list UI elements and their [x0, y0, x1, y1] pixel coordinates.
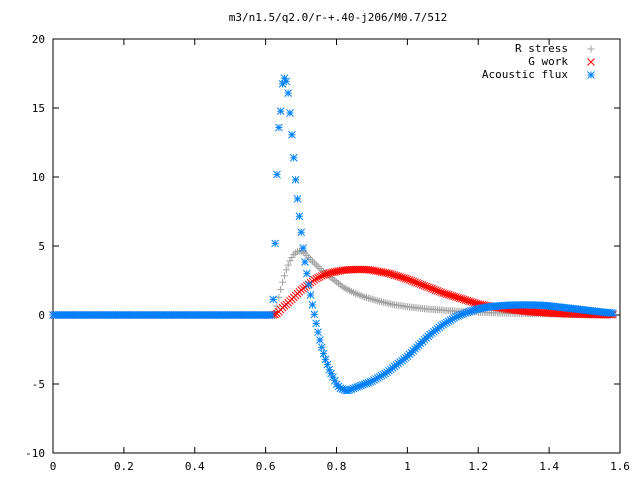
y-tick-label: 20 [32, 33, 45, 46]
data-point-acoustic-flux [314, 328, 322, 337]
data-point-g-work [351, 265, 360, 274]
legend-label-g-work: G work [528, 55, 568, 68]
x-tick-label: 0.6 [256, 460, 276, 473]
series-acoustic-flux [49, 74, 617, 395]
data-point-acoustic-flux [301, 258, 309, 266]
data-point-acoustic-flux [288, 130, 296, 139]
data-point-acoustic-flux [308, 301, 317, 309]
data-point-acoustic-flux [299, 244, 307, 252]
data-point-acoustic-flux [609, 309, 617, 317]
legend-marker-r-stress [587, 45, 595, 53]
data-point-r-stress [286, 257, 294, 265]
data-point-acoustic-flux [302, 269, 311, 278]
x-axis: 0 0.2 0.4 0.6 0.8 1 1.2 1.4 1.6 [50, 39, 630, 473]
data-point-r-stress [310, 259, 318, 267]
legend-marker-g-work [587, 58, 595, 66]
data-point-acoustic-flux [295, 212, 304, 221]
legend-glyph-acoustic-flux [587, 71, 595, 79]
data-point-g-work [347, 265, 356, 274]
data-point-g-work [355, 265, 363, 274]
data-point-acoustic-flux [289, 153, 298, 162]
data-point-r-stress [372, 296, 380, 304]
data-point-g-work [353, 265, 362, 274]
data-point-g-work [312, 274, 321, 283]
data-point-acoustic-flux [319, 349, 328, 358]
x-tick-label: 0.8 [327, 460, 347, 473]
data-point-g-work [316, 273, 324, 281]
x-tick-label: 0.2 [114, 460, 134, 473]
data-point-r-stress [312, 261, 320, 269]
legend-glyph-g-work [587, 58, 595, 66]
legend-glyph-r-stress [587, 45, 595, 53]
data-point-acoustic-flux [276, 107, 285, 116]
legend-item-g-work: G work [528, 55, 595, 68]
plot-frame [52, 38, 621, 454]
legend-item-acoustic-flux: Acoustic flux [482, 68, 595, 81]
data-point-r-stress [284, 261, 292, 269]
data-point-acoustic-flux [316, 336, 324, 344]
x-tick-label: 1.4 [539, 460, 559, 473]
data-point-r-stress [275, 293, 283, 301]
data-point-acoustic-flux [267, 311, 276, 319]
data-point-acoustic-flux [304, 280, 313, 289]
data-point-acoustic-flux [293, 194, 302, 203]
data-point-acoustic-flux [284, 89, 293, 97]
data-point-acoustic-flux [269, 295, 278, 304]
data-point-acoustic-flux [306, 291, 315, 299]
data-point-acoustic-flux [271, 239, 279, 248]
data-point-acoustic-flux [286, 109, 294, 117]
legend-marker-acoustic-flux [587, 71, 595, 79]
data-point-r-stress [282, 266, 290, 274]
x-tick-label: 1.6 [610, 460, 630, 473]
data-point-r-stress [364, 294, 372, 302]
x-tick-label: 1.2 [468, 460, 488, 473]
data-point-r-stress [277, 285, 285, 293]
y-tick-label: 5 [38, 240, 45, 253]
legend: R stress G work Acoustic flux [482, 42, 595, 81]
y-axis: -10 -5 0 5 10 15 20 [25, 33, 620, 460]
data-point-acoustic-flux [321, 355, 330, 364]
data-point-acoustic-flux [317, 343, 326, 352]
data-point-g-work [357, 265, 365, 274]
legend-label-r-stress: R stress [515, 42, 568, 55]
data-point-r-stress [368, 295, 376, 303]
data-point-r-stress [279, 278, 287, 286]
series-layer [49, 74, 617, 395]
data-point-r-stress [308, 257, 316, 265]
legend-item-r-stress: R stress [515, 42, 595, 55]
x-tick-label: 1 [404, 460, 411, 473]
data-point-acoustic-flux [282, 77, 291, 86]
data-point-g-work [349, 265, 358, 274]
data-point-acoustic-flux [323, 360, 332, 369]
data-point-r-stress [314, 263, 322, 271]
legend-label-acoustic-flux: Acoustic flux [482, 68, 568, 81]
chart-title: m3/n1.5/q2.0/r-+.40-j206/M0.7/512 [229, 11, 448, 24]
data-point-r-stress [280, 272, 288, 280]
x-tick-label: 0.4 [185, 460, 205, 473]
y-tick-label: 10 [32, 171, 45, 184]
data-point-acoustic-flux [274, 123, 283, 132]
y-tick-label: 0 [38, 309, 45, 322]
series-g-work [49, 265, 617, 319]
data-point-acoustic-flux [297, 228, 306, 237]
y-tick-label: 15 [32, 102, 45, 115]
data-point-r-stress [273, 302, 281, 310]
data-point-r-stress [370, 296, 378, 304]
data-point-r-stress [374, 297, 382, 305]
data-point-acoustic-flux [273, 170, 281, 179]
data-point-g-work [314, 273, 322, 282]
data-point-r-stress [366, 295, 374, 303]
x-tick-label: 0 [50, 460, 57, 473]
data-point-acoustic-flux [310, 310, 319, 319]
data-point-acoustic-flux [312, 319, 321, 328]
data-point-acoustic-flux [291, 175, 300, 184]
y-tick-label: -10 [25, 447, 45, 460]
y-tick-label: -5 [32, 378, 45, 391]
